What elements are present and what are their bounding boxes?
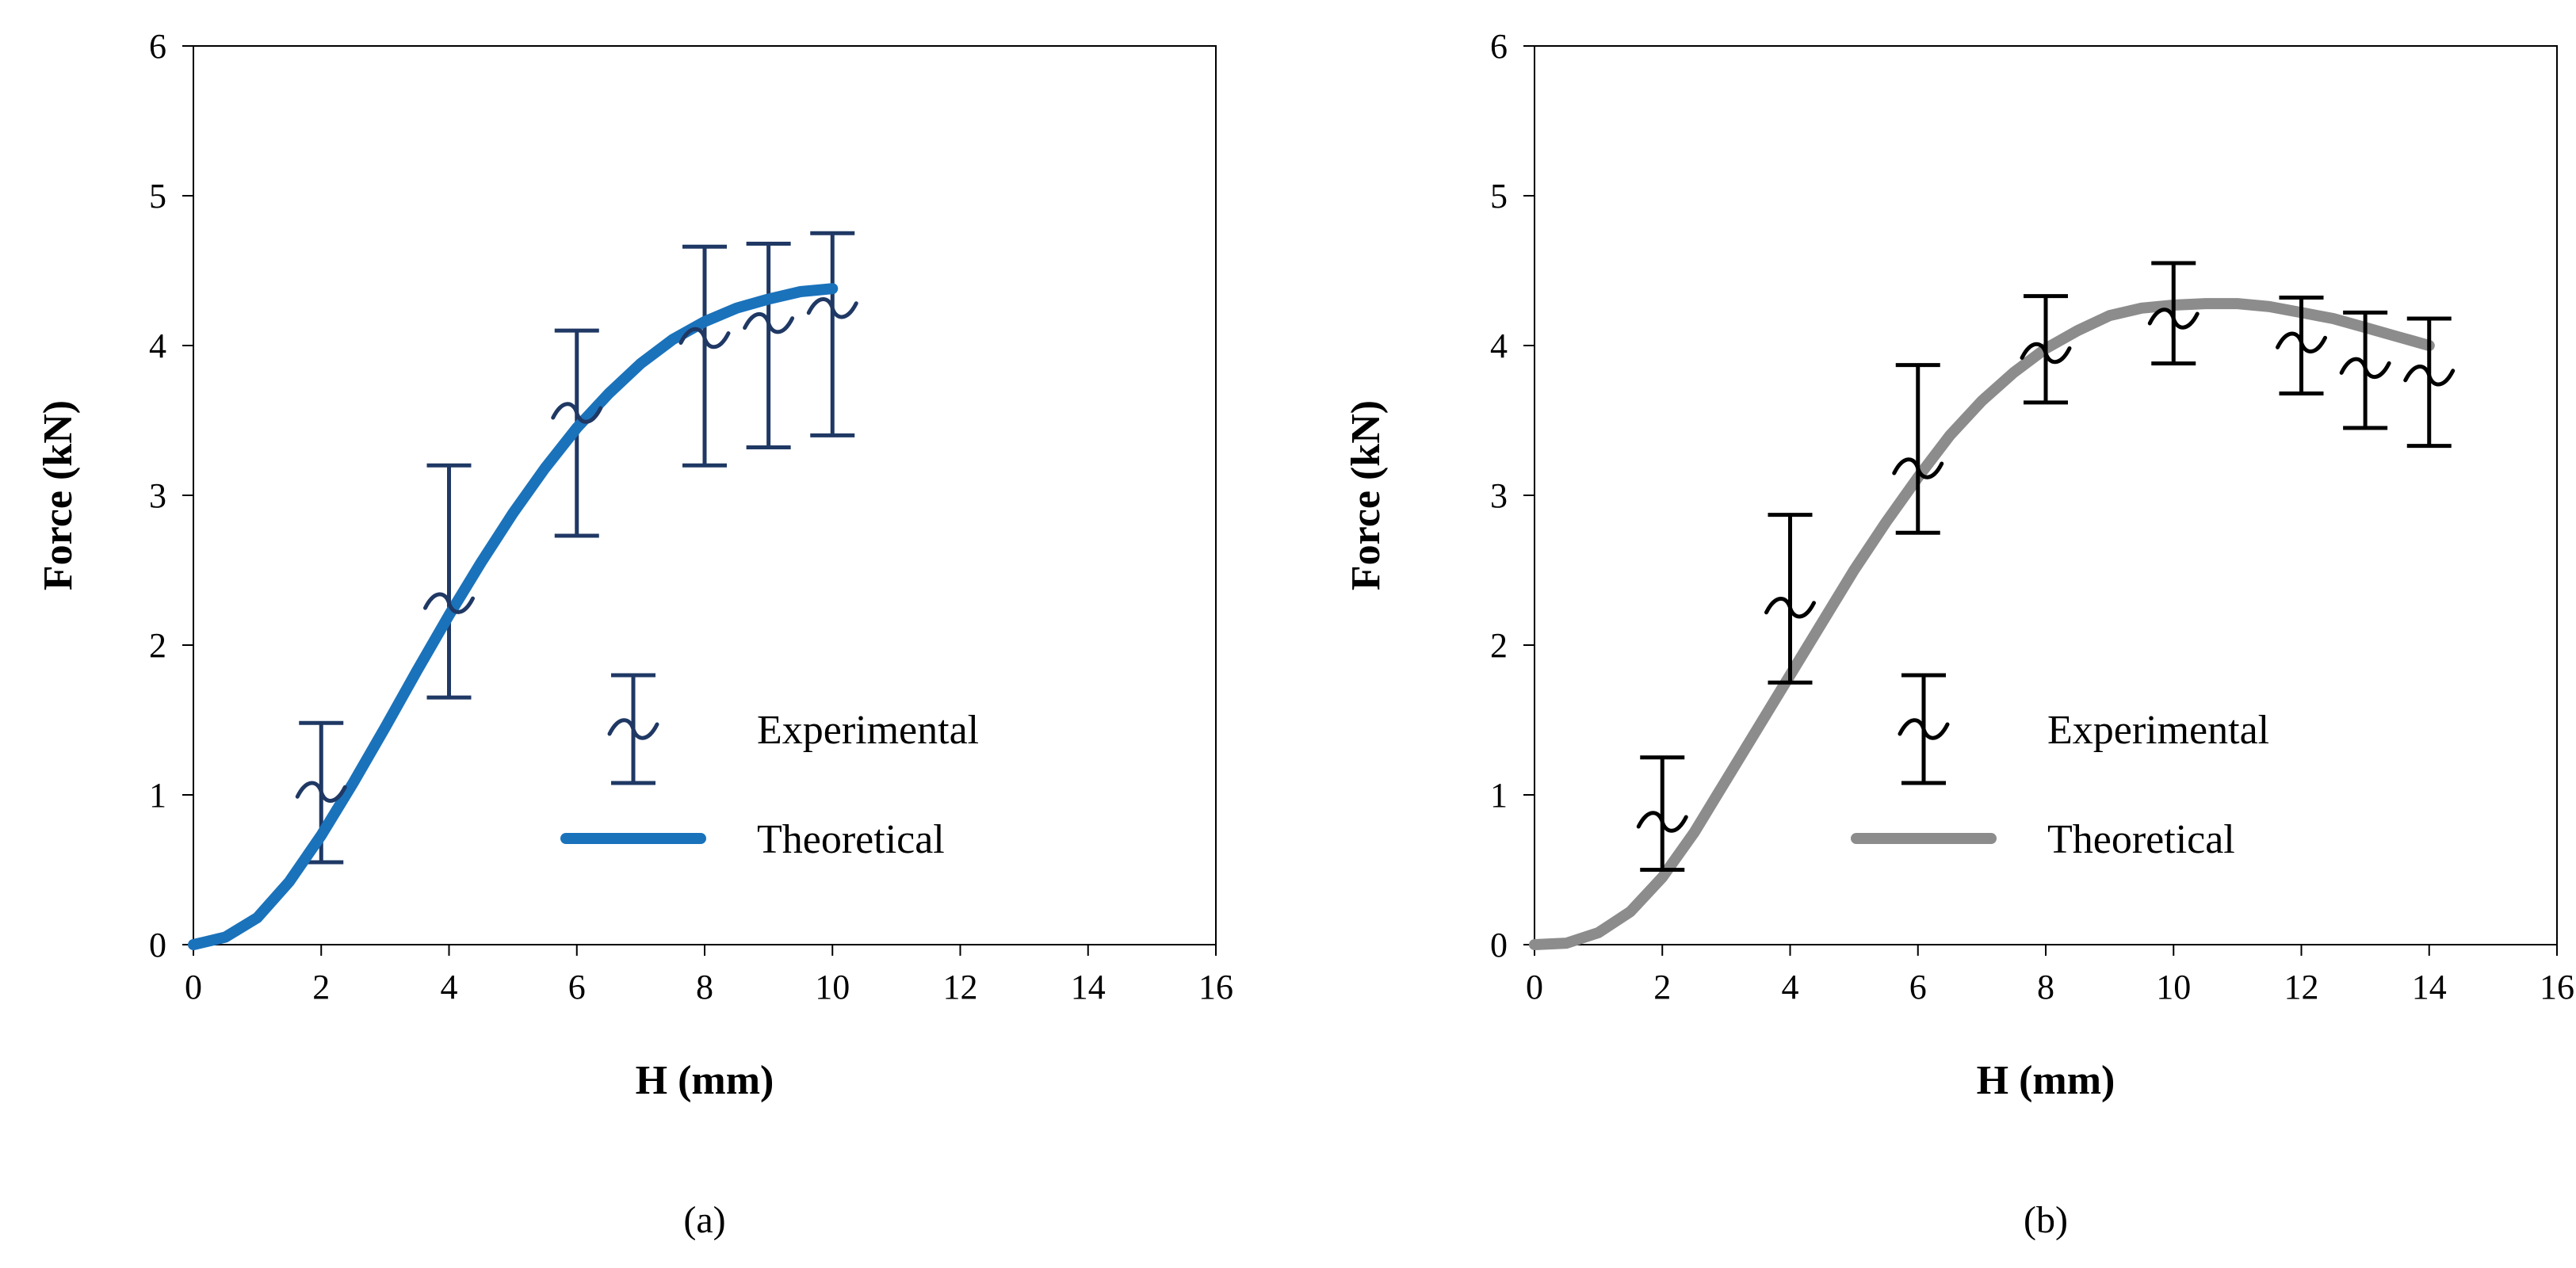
experimental-marker	[806, 297, 858, 319]
experimental-marker	[423, 592, 475, 614]
x-tick-label: 12	[2284, 968, 2319, 1006]
theoretical-curve-b	[1529, 298, 2435, 950]
x-tick-label: 4	[441, 968, 458, 1006]
experimental-marker	[2147, 307, 2200, 330]
y-tick-label: 5	[1490, 177, 1508, 216]
x-tick-label: 14	[1071, 968, 1106, 1006]
y-tick-label: 5	[149, 177, 166, 216]
legend-b: Experimental Theoretical	[1851, 673, 2269, 862]
y-tick-label: 4	[149, 327, 166, 365]
y-tick-label: 3	[149, 476, 166, 515]
experimental-marker	[2276, 331, 2327, 353]
x-tick-label: 2	[1653, 968, 1671, 1006]
y-tick-label: 3	[1490, 476, 1508, 515]
markers-b	[1636, 307, 2456, 833]
x-axis-title-a: H (mm)	[636, 1058, 774, 1103]
legend-errorbar-symbol-a	[607, 673, 659, 785]
legend-label-theoretical-a: Theoretical	[757, 817, 945, 862]
y-tick-label: 4	[1490, 327, 1508, 365]
error-bar	[1640, 755, 1685, 872]
x-tick-label: 16	[1198, 968, 1233, 1006]
experimental-marker	[1764, 597, 1816, 619]
plot-frame-a	[193, 45, 1217, 945]
plot-frame-b	[1534, 45, 2558, 945]
experimental-marker	[1636, 811, 1688, 833]
experimental-marker	[551, 402, 603, 424]
experimental-marker	[295, 781, 347, 803]
x-tick-label: 10	[2156, 968, 2191, 1006]
x-tick-label: 6	[1909, 968, 1927, 1006]
x-tick-label: 4	[1782, 968, 1799, 1006]
experimental-marker	[1892, 457, 1944, 479]
error-bar	[2151, 261, 2196, 366]
x-axis-title-b: H (mm)	[1977, 1058, 2115, 1103]
legend-marker	[1898, 718, 1950, 740]
y-tick-label: 1	[1490, 776, 1508, 815]
theoretical-curve-a	[188, 283, 839, 950]
error-bar	[682, 244, 727, 468]
x-tick-label: 10	[815, 968, 850, 1006]
x-tick-label: 14	[2412, 968, 2447, 1006]
error-bar	[746, 241, 791, 450]
experimental-marker	[2403, 365, 2456, 387]
x-tick-label: 16	[2540, 968, 2574, 1006]
y-tick-label: 0	[149, 926, 166, 964]
y-tick-label: 6	[1490, 27, 1508, 66]
x-tick-label: 0	[1526, 968, 1543, 1006]
panel-caption-a: (a)	[683, 1199, 725, 1241]
y-axis-title-b: Force (kN)	[1343, 400, 1389, 590]
x-tick-label: 0	[185, 968, 202, 1006]
errorbars-b	[1640, 261, 2452, 872]
y-tick-label: 6	[149, 27, 166, 66]
legend-label-experimental-a: Experimental	[757, 708, 979, 753]
x-tick-label: 12	[943, 968, 978, 1006]
legend-label-theoretical-b: Theoretical	[2047, 817, 2235, 862]
legend-a: Experimental Theoretical	[560, 673, 979, 862]
legend-errorbar-symbol-b	[1898, 673, 1950, 785]
error-bar	[810, 231, 855, 437]
error-bar	[1768, 513, 1813, 685]
x-tick-label: 8	[696, 968, 713, 1006]
x-tick-label: 2	[312, 968, 330, 1006]
experimental-marker	[2020, 342, 2072, 365]
legend-marker	[607, 718, 659, 740]
legend-label-experimental-b: Experimental	[2047, 708, 2269, 753]
markers-a	[295, 297, 858, 803]
x-tick-label: 8	[2037, 968, 2054, 1006]
experimental-marker	[743, 311, 795, 334]
y-tick-label: 0	[1490, 926, 1508, 964]
error-bar	[1895, 363, 1940, 535]
error-bar	[426, 463, 472, 700]
x-tick-label: 6	[568, 968, 586, 1006]
y-tick-label: 1	[149, 776, 166, 815]
panel-caption-b: (b)	[2024, 1199, 2068, 1241]
y-tick-label: 2	[1490, 626, 1508, 665]
error-bar	[2406, 316, 2452, 449]
y-tick-label: 2	[149, 626, 166, 665]
experimental-marker	[678, 327, 731, 349]
experimental-marker	[2339, 357, 2391, 380]
y-axis-title-a: Force (kN)	[36, 400, 81, 590]
